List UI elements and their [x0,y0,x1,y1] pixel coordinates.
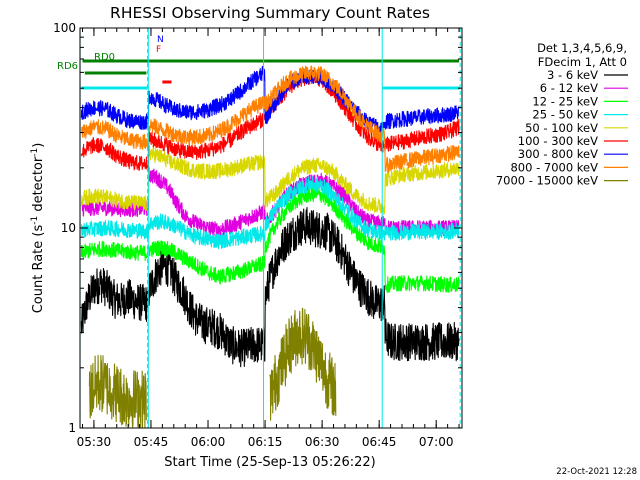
series-line-50-100-kev [80,145,460,215]
series-line-3-6-kev [80,206,460,368]
flag-label-f: F [156,45,161,55]
chart-title: RHESSI Observing Summary Count Rates [110,4,430,22]
legend: Det 1,3,4,5,6,9, FDecim 1, Att 0 3 - 6 k… [496,41,628,188]
x-tick-label-3: 06:15 [248,435,283,449]
y-axis-label-exponent: -1 [30,216,40,225]
series-line-800-7000-kev [80,65,460,174]
series-line-25-50-kev [80,175,460,250]
y-tick-label-2: 100 [53,21,76,35]
legend-label-3: 25 - 50 keV [532,108,598,122]
y-axis-label-unit-exponent: -1 [30,148,40,157]
legend-label-1: 6 - 12 keV [540,81,598,95]
x-tick-label-5: 06:45 [362,435,397,449]
x-tick-label-6: 07:00 [419,435,454,449]
series-line-300-800-kev [80,65,460,136]
x-tick-label-1: 05:45 [134,435,169,449]
y-axis-label-close: ) [31,143,46,148]
legend-header-2: FDecim 1, Att 0 [538,55,627,69]
y-axis-label-main: Count Rate (s [31,225,46,314]
axes-group: 1 10 100 05:30 05:45 06:00 06:15 06:30 06:45 07:0… [53,21,462,449]
series-group [80,65,460,428]
legend-label-4: 50 - 100 keV [525,121,598,135]
legend-label-0: 3 - 6 keV [547,68,598,82]
x-tick-label-2: 06:00 [191,435,226,449]
legend-label-8: 7000 - 15000 keV [496,174,598,188]
flag-label-rd6: RD6 [57,61,78,72]
footer-date: 22-Oct-2021 12:28 [556,467,637,477]
y-axis-label-unit: detector [31,156,46,216]
y-axis-label: Count Rate (s-1 detector-1) [30,143,46,314]
y-tick-label-1: 10 [61,221,76,235]
x-tick-label-0: 05:30 [77,435,112,449]
legend-header-1: Det 1,3,4,5,6,9, [537,41,627,55]
legend-label-7: 800 - 7000 keV [510,160,598,174]
series-line-12-25-kev [80,185,460,293]
flags-group: RD6 RD0 NF [57,35,461,90]
series-line-7000-15000-kev [88,307,337,428]
legend-label-5: 100 - 300 keV [518,134,598,148]
flag-label-rd0: RD0 [94,52,115,63]
x-axis-label: Start Time (25-Sep-13 05:26:22) [164,455,375,470]
x-tick-label-4: 06:30 [305,435,340,449]
y-tick-label-0: 1 [68,421,76,435]
flag-label-n: N [157,35,164,45]
legend-label-6: 300 - 800 keV [518,147,598,161]
legend-label-2: 12 - 25 keV [532,94,598,108]
